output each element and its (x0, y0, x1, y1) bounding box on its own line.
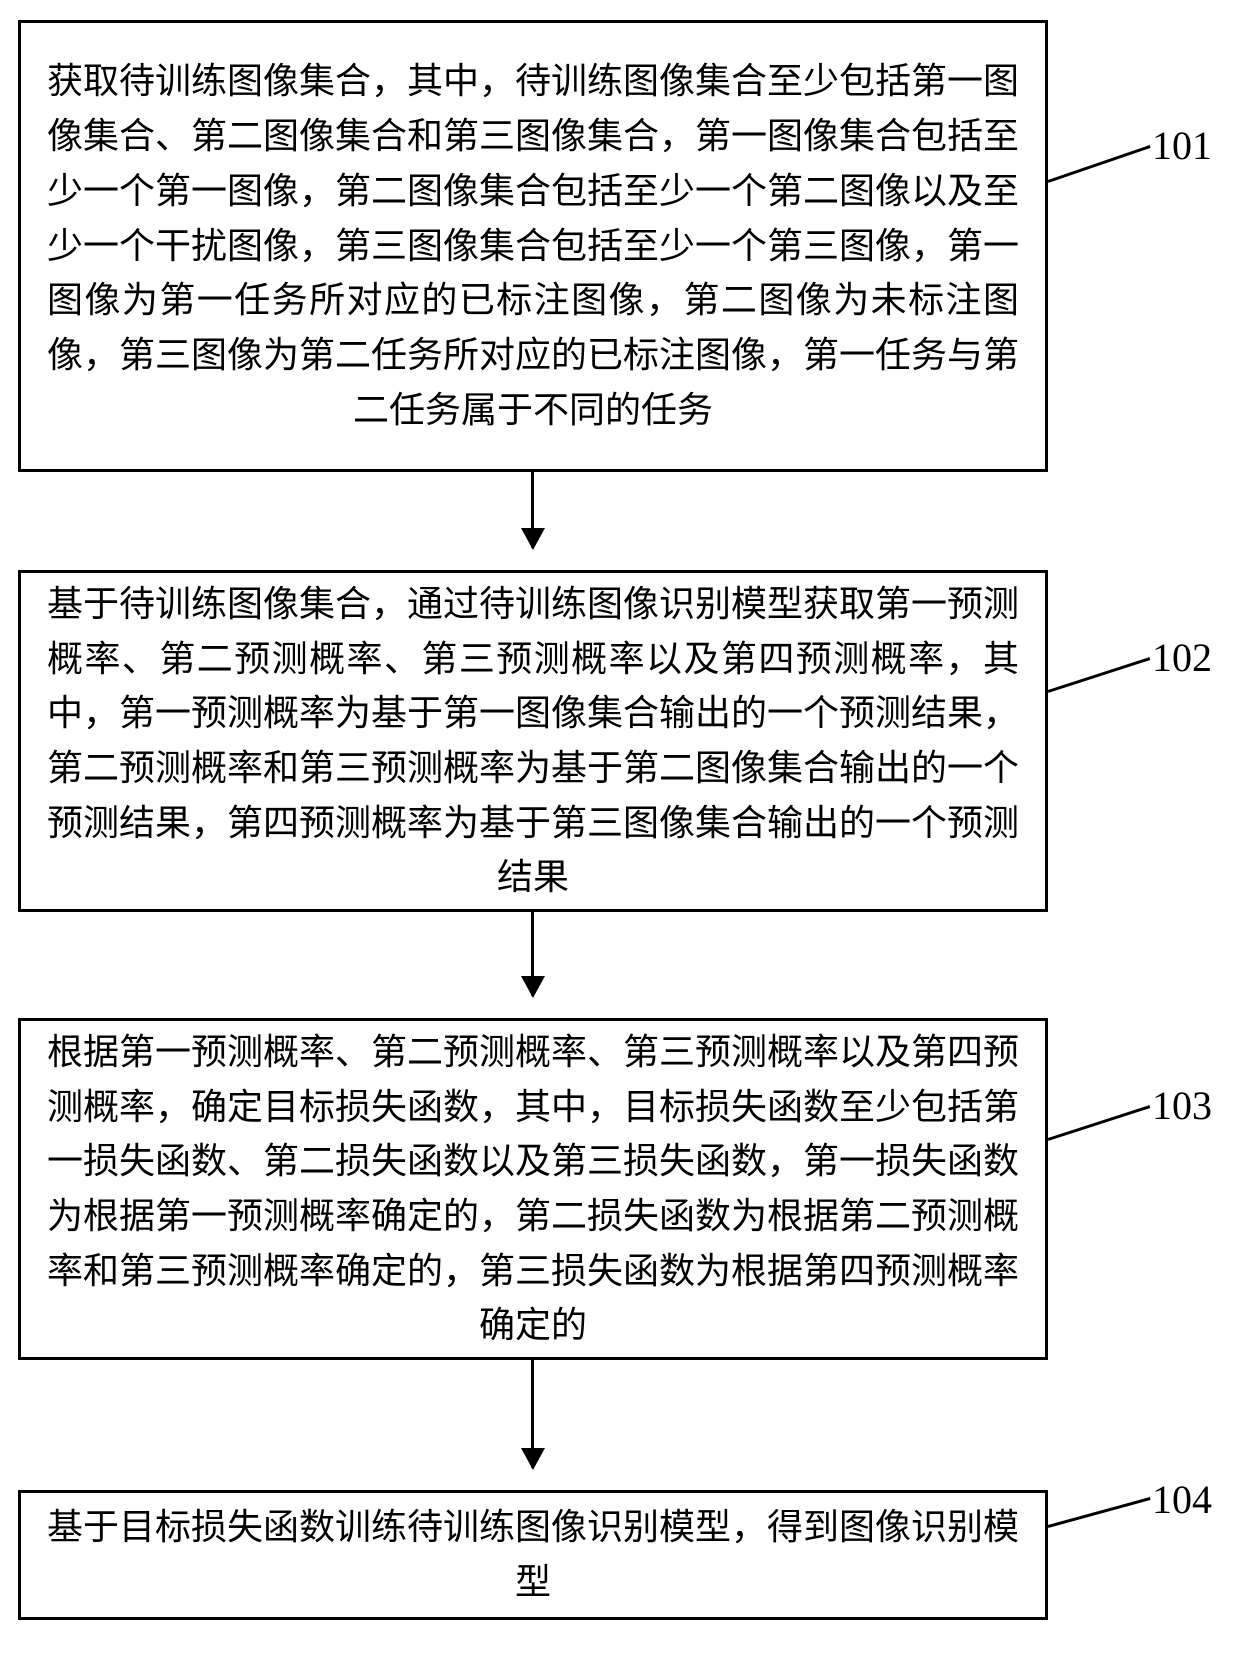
leader-line-1 (1048, 145, 1151, 183)
flow-node-2: 基于待训练图像集合，通过待训练图像识别模型获取第一预测概率、第二预测概率、第三预… (18, 570, 1048, 912)
arrow-1-2 (531, 472, 534, 548)
step-label-103: 103 (1152, 1082, 1212, 1129)
step-label-104: 104 (1152, 1476, 1212, 1523)
flow-node-4: 基于目标损失函数训练待训练图像识别模型，得到图像识别模型 (18, 1490, 1048, 1620)
flow-node-4-text: 基于目标损失函数训练待训练图像识别模型，得到图像识别模型 (47, 1500, 1019, 1609)
flow-node-3: 根据第一预测概率、第二预测概率、第三预测概率以及第四预测概率，确定目标损失函数，… (18, 1018, 1048, 1360)
flow-node-1: 获取待训练图像集合，其中，待训练图像集合至少包括第一图像集合、第二图像集合和第三… (18, 20, 1048, 472)
leader-line-3 (1048, 1105, 1151, 1141)
flowchart-canvas: 获取待训练图像集合，其中，待训练图像集合至少包括第一图像集合、第二图像集合和第三… (0, 0, 1240, 1656)
step-label-102: 102 (1152, 634, 1212, 681)
flow-node-2-text: 基于待训练图像集合，通过待训练图像识别模型获取第一预测概率、第二预测概率、第三预… (47, 577, 1019, 905)
flow-node-3-text: 根据第一预测概率、第二预测概率、第三预测概率以及第四预测概率，确定目标损失函数，… (47, 1025, 1019, 1353)
step-label-101: 101 (1152, 122, 1212, 169)
arrow-3-4 (531, 1360, 534, 1468)
flow-node-1-text: 获取待训练图像集合，其中，待训练图像集合至少包括第一图像集合、第二图像集合和第三… (47, 54, 1019, 437)
arrow-2-3 (531, 912, 534, 996)
leader-line-4 (1048, 1497, 1151, 1528)
leader-line-2 (1048, 657, 1151, 693)
